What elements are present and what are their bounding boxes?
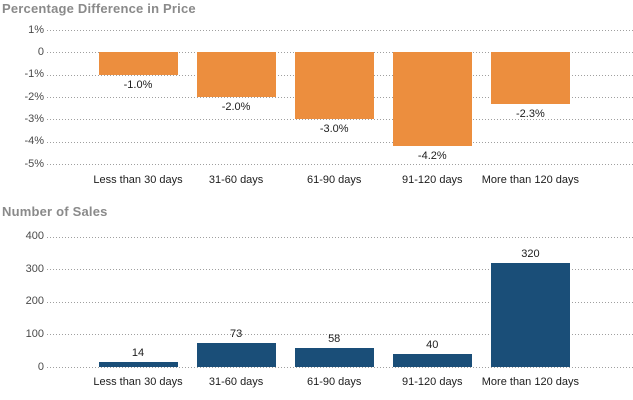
x-axis-category-label: 91-120 days [402,376,463,388]
y-axis-tick-label: 0 [37,45,44,58]
x-axis-category-label: More than 120 days [481,174,579,186]
y-axis-tick-label: 400 [25,230,44,242]
x-axis-category-label: Less than 30 days [93,174,183,186]
gridline [47,269,633,271]
bar-61-90-days[interactable] [294,348,374,367]
y-axis-tick-label: -3% [24,112,44,125]
x-axis-category-label: Less than 30 days [93,376,183,388]
x-axis-category-label: 61-90 days [306,376,362,388]
gridline [47,164,633,165]
price-difference-chart-title: Percentage Difference in Price [2,1,196,16]
bar-31-60-days[interactable] [196,52,276,97]
bar-value-label: -3.0% [319,123,349,136]
bar-91-120-days[interactable] [392,353,472,367]
bar-value-label: 14 [131,347,145,360]
bar-value-label: -2.3% [516,107,545,120]
bar-value-label: 73 [229,328,243,341]
bar-less-than-30-days[interactable] [98,362,178,367]
x-axis-category-label: More than 120 days [481,376,579,388]
bar-value-label: -2.0% [221,101,251,113]
bar-value-label: -1.0% [123,78,153,91]
y-axis-tick-label: -4% [24,135,44,148]
bar-more-than-120-days[interactable] [490,52,570,104]
gridline [47,30,633,31]
y-axis-tick-label: 100 [25,327,44,340]
y-axis-tick-label: 0 [37,360,44,373]
y-axis-tick-label: -1% [24,68,44,81]
y-axis-tick-label: 200 [25,295,44,308]
gridline [47,334,633,336]
bar-91-120-days[interactable] [392,52,472,147]
bar-value-label: 40 [426,338,439,351]
x-axis-category-label: 31-60 days [208,376,264,388]
bar-less-than-30-days[interactable] [98,52,178,75]
x-axis-category-label: 61-90 days [306,174,362,186]
bar-31-60-days[interactable] [196,343,276,367]
number-of-sales-chart-title: Number of Sales [2,204,108,219]
bar-more-than-120-days[interactable] [490,262,570,367]
gridline [47,301,633,303]
gridline [47,236,633,238]
bar-61-90-days[interactable] [294,52,374,120]
x-axis-category-label: 31-60 days [208,174,264,186]
bar-value-label: 58 [328,333,341,346]
bar-value-label: -4.2% [417,150,447,163]
gridline [47,119,633,121]
y-axis-tick-label: 300 [25,262,44,275]
gridline [47,367,633,368]
gridline [47,141,633,143]
y-axis-tick-label: 1% [28,23,44,36]
bar-value-label: 320 [521,247,540,260]
y-axis-tick-label: -5% [24,157,44,170]
y-axis-tick-label: -2% [24,90,44,103]
x-axis-category-label: 91-120 days [402,174,463,186]
